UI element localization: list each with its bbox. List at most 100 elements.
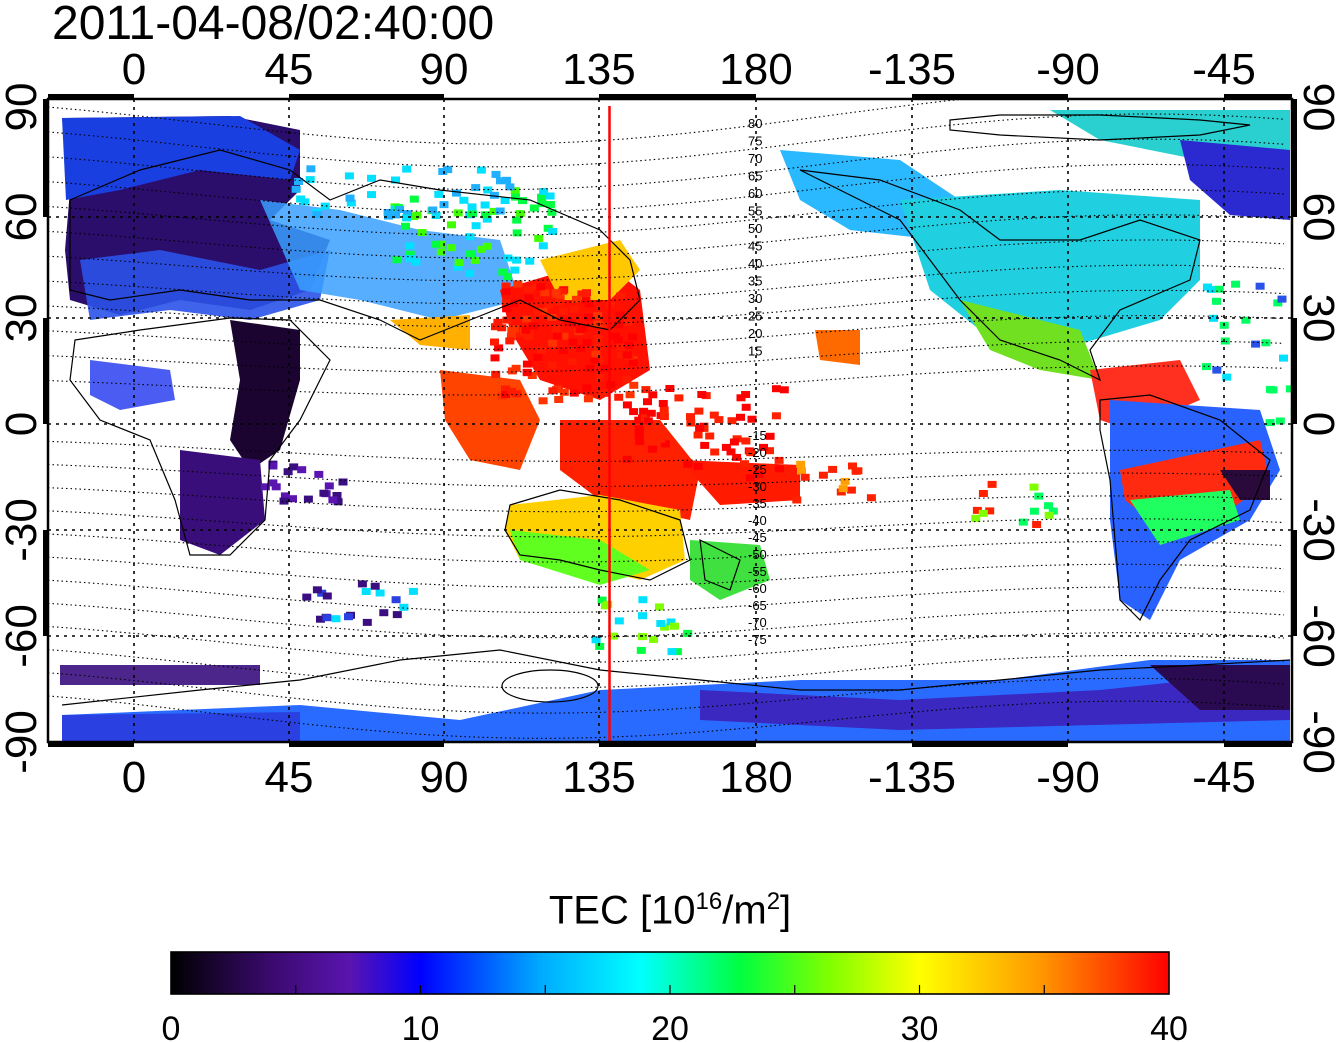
contour-label: -50 — [748, 547, 767, 562]
tec-pixel — [489, 207, 499, 215]
tec-pixel — [497, 324, 507, 332]
tec-pixel — [700, 441, 710, 449]
frame-tick-bars — [43, 94, 1297, 747]
tec-pixel — [480, 201, 490, 209]
tec-pixel — [409, 195, 419, 203]
axis-labels: 80 75 70 65 60 55 50 45 40 35 30 25 20 15 -15 -20 -25 -30… — [0, 45, 1340, 802]
tec-pixel — [772, 385, 781, 393]
tec-scatter-pixels — [260, 165, 1292, 656]
contour-label: 55 — [748, 204, 762, 219]
tec-pixel — [622, 455, 632, 463]
tec-pixel — [436, 248, 446, 256]
tec-pixel — [636, 646, 646, 654]
map-title: 2011-04-08/02:40:00 — [52, 0, 495, 50]
tec-pixel — [411, 258, 421, 266]
tec-pixel — [401, 222, 410, 230]
lon-tick-label-bottom: 45 — [265, 753, 314, 802]
tec-pixel — [395, 206, 405, 213]
tec-pixel — [656, 620, 666, 627]
tec-pixel — [729, 438, 739, 446]
tec-pixel — [727, 417, 737, 425]
tec-pixel — [660, 623, 670, 631]
tec-pixel — [736, 413, 745, 421]
tec-pixel — [537, 193, 546, 201]
tec-pixel — [572, 295, 581, 303]
tec-pixel — [683, 629, 693, 637]
tec-pixel — [500, 197, 510, 204]
tec-pixel — [583, 395, 593, 403]
tec-pixel — [1277, 295, 1287, 303]
colorbar-title: TEC [1016/m2] — [0, 888, 1340, 933]
tec-pixel — [1044, 511, 1054, 519]
lon-tick-label-top: 45 — [265, 45, 314, 94]
tec-pixel — [710, 448, 720, 456]
tec-pixel — [866, 494, 876, 502]
tec-pixel — [328, 496, 338, 504]
contour-label: 20 — [748, 326, 762, 341]
tec-pixel — [506, 387, 516, 395]
tec-pixel — [453, 209, 463, 217]
tec-pixel — [603, 600, 613, 608]
colorbar-tick-label: 20 — [651, 1010, 689, 1042]
tec-pixel — [447, 221, 456, 229]
tec-pixel — [452, 189, 461, 197]
lat-tick-label-right: -60 — [1294, 604, 1340, 668]
contour-label: 35 — [748, 274, 762, 289]
tec-pixel — [522, 360, 532, 368]
lat-tick-label-left: 0 — [0, 412, 46, 436]
tec-pixel — [648, 445, 658, 453]
tec-pixel — [754, 470, 764, 478]
tec-pixel — [465, 269, 475, 277]
tec-pixel — [628, 359, 638, 367]
tec-pixel — [471, 222, 481, 230]
colorbar-title-unit: /m — [722, 888, 767, 933]
contour-label: 75 — [748, 134, 762, 149]
tec-pixel — [1275, 417, 1285, 425]
tec-pixel — [417, 229, 427, 236]
tec-pixel — [324, 482, 334, 490]
contour-label: -45 — [748, 530, 767, 545]
tec-pixel — [306, 165, 316, 173]
tec-pixel — [501, 288, 511, 296]
tec-pixel — [616, 292, 625, 300]
tec-pixel — [634, 425, 644, 433]
tec-pixel — [670, 459, 680, 467]
tec-pixel — [521, 326, 531, 334]
tec-pixel — [610, 332, 620, 340]
tec-pixel — [495, 207, 505, 215]
tec-pixel — [467, 203, 477, 211]
contour-label: -25 — [748, 462, 767, 477]
lon-tick-label-bottom: -90 — [1036, 753, 1100, 802]
tec-pixel — [490, 338, 499, 346]
tec-pixel — [818, 471, 828, 479]
frame-bar-right — [1291, 318, 1297, 424]
tec-pixel — [595, 390, 605, 398]
lat-tick-label-left: 90 — [0, 83, 46, 132]
tec-pixel — [545, 192, 555, 200]
tec-pixel — [674, 394, 684, 402]
tec-pixel — [590, 356, 600, 364]
tec-pixel — [628, 333, 637, 341]
lat-tick-label-right: 60 — [1294, 193, 1340, 242]
contour-label: 30 — [748, 291, 762, 306]
tec-pixel — [505, 183, 515, 191]
tec-pixel — [471, 184, 481, 192]
tec-pixel — [408, 587, 418, 595]
tec-pixel — [848, 462, 857, 470]
tec-pixel — [470, 256, 480, 264]
tec-pixel — [840, 477, 850, 485]
tec-pixel — [538, 242, 548, 250]
tec-pixel — [736, 394, 746, 402]
frame-bar-top — [48, 94, 134, 100]
tec-pixel — [300, 198, 310, 206]
tec-pixel — [302, 593, 312, 601]
tec-pixel — [534, 234, 544, 242]
colorbar-tick-label: 40 — [1150, 1010, 1188, 1042]
tec-pixel — [305, 176, 315, 184]
tec-pixel — [615, 311, 625, 319]
tec-pixel — [617, 351, 627, 359]
colorbar-tick-label: 10 — [402, 1010, 440, 1042]
tec-pixel — [375, 589, 385, 597]
tec-pixel — [576, 344, 585, 352]
tec-pixel — [507, 367, 517, 375]
